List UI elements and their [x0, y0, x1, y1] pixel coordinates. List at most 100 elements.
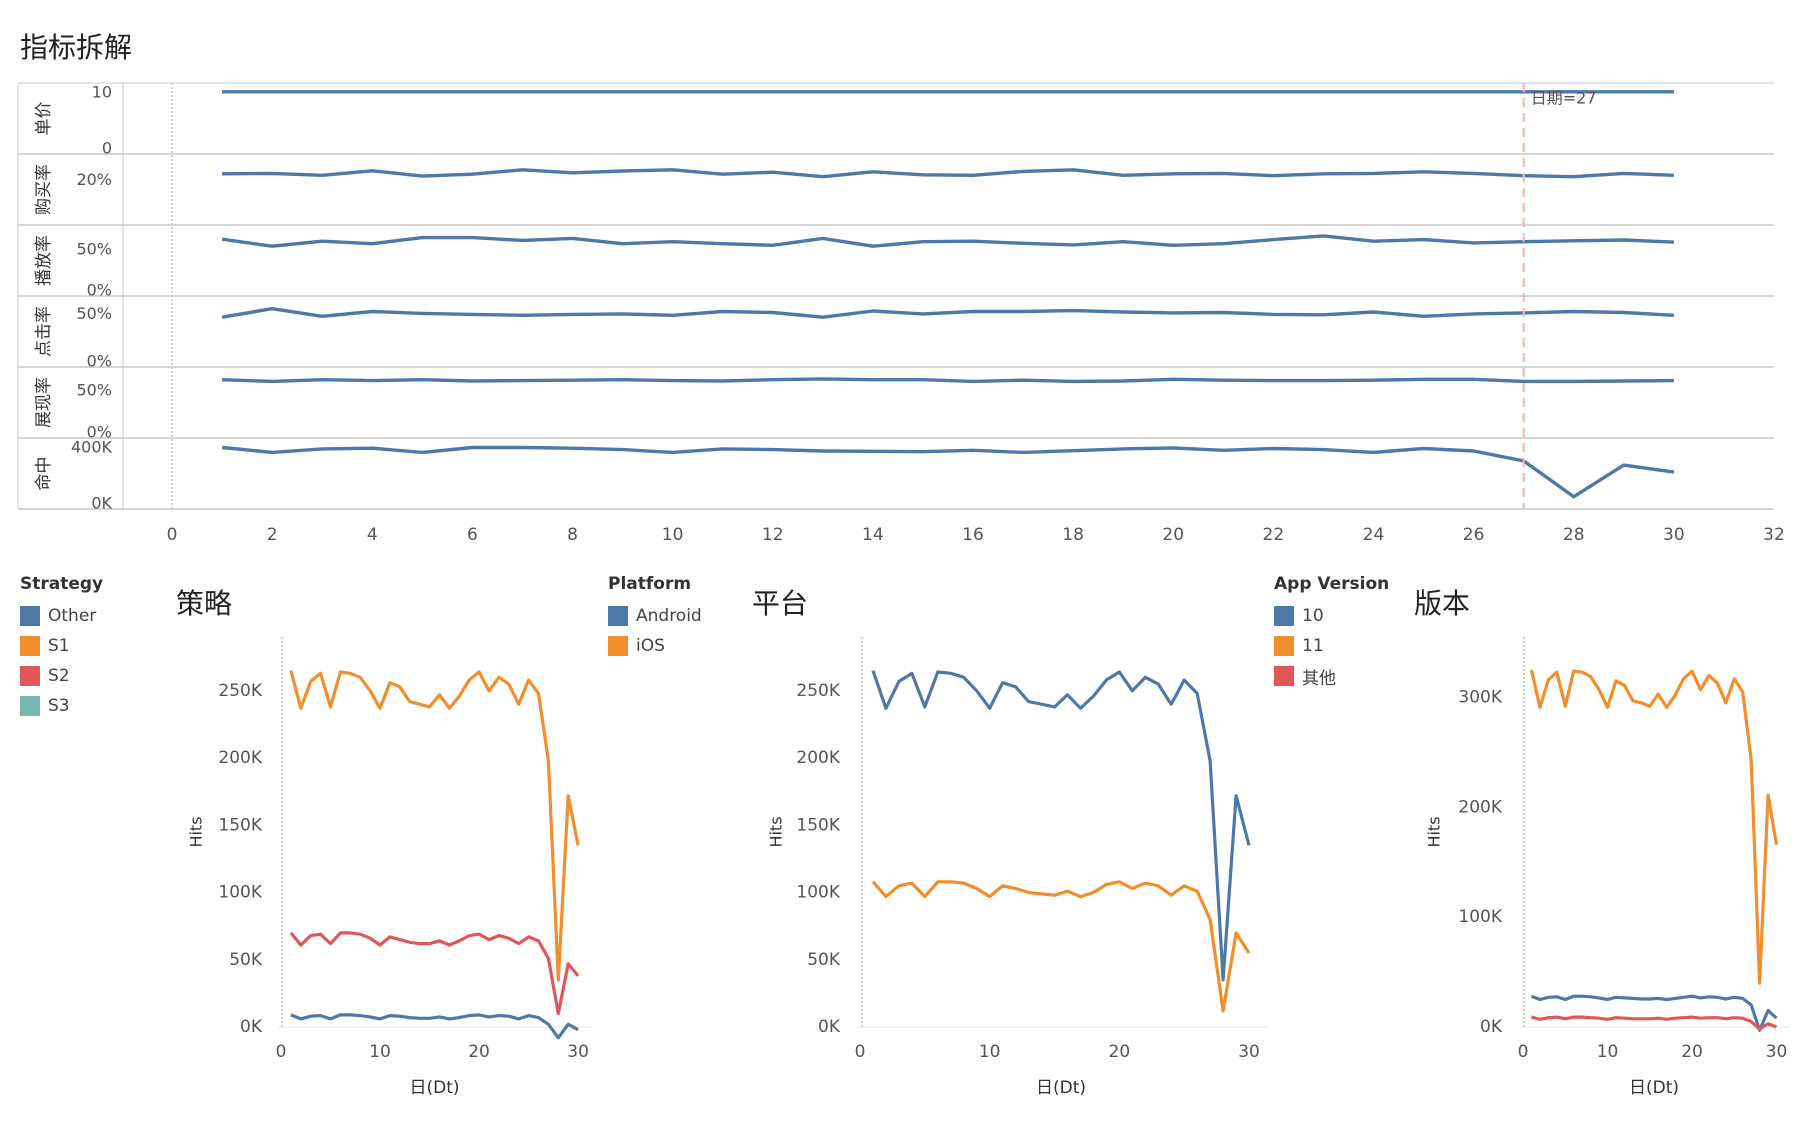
x-tick-label: 10 — [979, 1042, 1001, 1062]
x-tick-label: 24 — [1363, 525, 1385, 545]
y-tick-label: 10 — [92, 82, 112, 101]
y-tick-label: 100K — [1458, 907, 1502, 927]
series-line-5 — [222, 377, 1674, 384]
panel-label: 播放率 — [34, 235, 54, 286]
x-axis-label: 日(Dt) — [409, 1078, 459, 1098]
x-tick-label: 12 — [762, 525, 784, 545]
y-tick-label: 200K — [796, 748, 840, 768]
version-legend-title: App Version — [1274, 574, 1390, 594]
series-line-Other — [290, 1013, 579, 1040]
y-tick-label: 150K — [796, 815, 840, 835]
x-tick-label: 8 — [567, 525, 578, 545]
platform-chart: 0K 50K 100K 150K 200K 250K 0 10 20 30 日(Dt) Hits — [767, 637, 1267, 1098]
y-tick-label: 0K — [91, 494, 112, 513]
series-line-S1 — [289, 670, 580, 982]
y-tick-label: 50% — [76, 380, 112, 399]
legend-swatch — [20, 606, 40, 626]
x-tick-label: 32 — [1763, 525, 1785, 545]
x-tick-label: 6 — [467, 525, 478, 545]
legend-item[interactable]: Other — [20, 601, 103, 631]
y-tick-label: 50K — [229, 950, 263, 970]
legend-label: S1 — [48, 636, 70, 656]
y-tick-label: 50K — [807, 950, 841, 970]
legend-item[interactable]: 10 — [1274, 601, 1389, 631]
x-axis-label: 日(Dt) — [1036, 1078, 1086, 1098]
strategy-legend: Strategy Other S1 S2 S3 — [20, 574, 103, 721]
y-tick-label: 0K — [240, 1017, 263, 1037]
series-line-其他 — [1531, 1015, 1778, 1031]
y-tick-label: 250K — [796, 681, 840, 701]
series-line-S2 — [289, 931, 580, 1016]
x-tick-label: 0 — [855, 1042, 866, 1062]
platform-chart-title: 平台 — [752, 587, 809, 620]
y-tick-label: 100K — [218, 883, 262, 903]
x-tick-label: 2 — [267, 525, 278, 545]
x-tick-label: 16 — [962, 525, 984, 545]
legend-label: 10 — [1302, 606, 1324, 626]
x-tick-label: 4 — [367, 525, 378, 545]
legend-item[interactable]: S1 — [20, 631, 103, 661]
series-line-Android — [871, 670, 1251, 982]
series-line-6 — [221, 445, 1675, 499]
legend-item[interactable]: 11 — [1274, 631, 1389, 661]
y-tick-label: 0K — [818, 1017, 841, 1037]
series-line-11 — [1529, 669, 1779, 985]
y-tick-label: 0% — [87, 352, 112, 371]
y-tick-label: 0% — [87, 281, 112, 300]
legend-swatch — [608, 606, 628, 626]
legend-label: 11 — [1302, 636, 1324, 656]
x-tick-label: 30 — [567, 1042, 589, 1062]
legend-swatch — [1274, 636, 1294, 656]
y-tick-label: 300K — [1458, 687, 1502, 707]
y-tick-label: 100K — [796, 883, 840, 903]
x-tick-label: 10 — [369, 1042, 391, 1062]
version-legend: App Version 10 11 其他 — [1274, 574, 1389, 691]
x-tick-label: 26 — [1463, 525, 1485, 545]
x-tick-label: 10 — [1597, 1042, 1619, 1062]
series-line-10 — [1530, 994, 1778, 1032]
legend-swatch — [608, 636, 628, 656]
legend-item[interactable]: 其他 — [1274, 661, 1389, 691]
legend-label: iOS — [636, 636, 665, 656]
x-tick-label: 14 — [862, 525, 884, 545]
legend-swatch — [20, 666, 40, 686]
legend-label: S3 — [48, 696, 70, 716]
legend-item[interactable]: S3 — [20, 691, 103, 721]
y-tick-label: 20% — [76, 170, 112, 189]
legend-item[interactable]: iOS — [608, 631, 702, 661]
version-chart-title: 版本 — [1414, 587, 1471, 620]
y-tick-label: 400K — [71, 437, 113, 456]
strategy-legend-title: Strategy — [20, 574, 104, 594]
legend-swatch — [20, 696, 40, 716]
reference-line-label: 日期=27 — [1531, 89, 1597, 108]
platform-legend-title: Platform — [608, 574, 692, 594]
legend-swatch — [20, 636, 40, 656]
panel-label: 命中 — [34, 457, 54, 491]
series-line-4 — [221, 307, 1674, 319]
series-line-iOS — [871, 880, 1251, 1013]
strategy-chart-title: 策略 — [176, 587, 233, 620]
x-tick-label: 20 — [468, 1042, 490, 1062]
x-tick-label: 20 — [1681, 1042, 1703, 1062]
legend-label: 其他 — [1302, 668, 1336, 689]
y-tick-label: 50% — [76, 304, 112, 323]
legend-label: Android — [636, 606, 702, 626]
legend-label: Other — [48, 606, 97, 626]
panel-label: 购买率 — [34, 164, 54, 215]
x-tick-label: 30 — [1663, 525, 1685, 545]
series-line-3 — [221, 234, 1674, 248]
panel-label: 展现率 — [34, 377, 54, 428]
legend-swatch — [1274, 606, 1294, 626]
platform-legend: Platform Android iOS — [608, 574, 702, 661]
y-tick-label: 150K — [218, 815, 262, 835]
x-tick-label: 30 — [1766, 1042, 1788, 1062]
page-title: 指标拆解 — [20, 31, 133, 64]
legend-item[interactable]: Android — [608, 601, 702, 631]
legend-item[interactable]: S2 — [20, 661, 103, 691]
panel-label: 点击率 — [34, 306, 54, 357]
y-tick-label: 50% — [76, 240, 112, 259]
x-tick-label: 0 — [1518, 1042, 1529, 1062]
series-line-2 — [222, 168, 1674, 179]
y-tick-label: 0% — [87, 423, 112, 442]
strategy-chart: 0K 50K 100K 150K 200K 250K 0 10 20 30 日(Dt) Hits — [187, 637, 593, 1098]
